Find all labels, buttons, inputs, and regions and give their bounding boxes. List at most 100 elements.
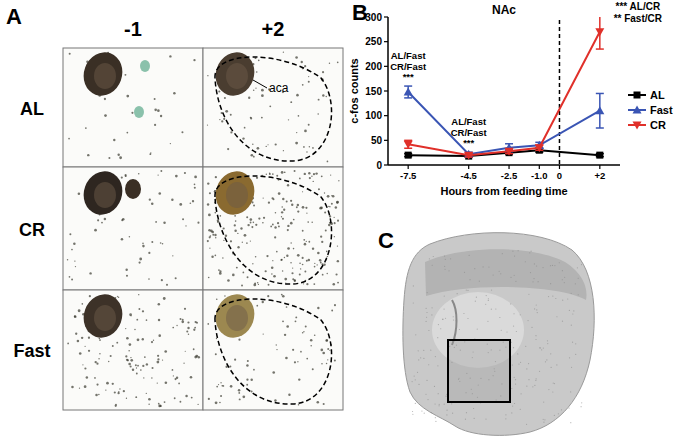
cell-dot: [113, 139, 115, 141]
texture-dot: [412, 381, 413, 382]
cell-dot: [283, 209, 285, 211]
texture-dot: [559, 262, 560, 263]
cell-dot: [223, 240, 224, 241]
cell-dot: [302, 230, 304, 232]
cell-dot: [87, 154, 89, 156]
cell-dot: [180, 318, 182, 320]
figure: A-1+2ALCRFastacaBNAc050100150200250300-7…: [0, 0, 688, 441]
cell-dot: [329, 350, 330, 351]
texture-dot: [541, 349, 542, 350]
significance-label: AL/Fast: [451, 116, 487, 127]
cell-dot: [335, 273, 337, 275]
cell-dot: [246, 384, 248, 386]
micrograph: [63, 166, 203, 290]
cell-dot: [271, 197, 273, 199]
cell-dot: [322, 71, 324, 73]
cell-dot: [69, 233, 71, 235]
cell-dot: [266, 255, 268, 257]
cell-dot: [294, 280, 296, 282]
cell-dot: [262, 222, 264, 224]
texture-dot: [446, 414, 447, 415]
texture-dot: [431, 307, 432, 308]
ventricle: [452, 300, 457, 345]
texture-dot: [547, 340, 548, 341]
texture-dot: [505, 418, 506, 419]
cell-dot: [223, 227, 225, 229]
cell-dot: [139, 258, 142, 261]
cell-dot: [313, 283, 315, 285]
cell-dot: [255, 88, 256, 89]
cell-dot: [267, 295, 269, 297]
cell-dot: [158, 405, 161, 408]
texture-dot: [512, 364, 513, 365]
cell-dot: [158, 334, 161, 337]
commissure: [78, 289, 129, 343]
cell-dot: [138, 294, 139, 295]
cell-dot: [325, 339, 327, 341]
texture-dot: [427, 292, 428, 293]
cell-dot: [234, 230, 236, 232]
texture-dot: [423, 350, 424, 351]
texture-dot: [505, 414, 506, 415]
cell-dot: [305, 325, 307, 327]
cell-dot: [209, 248, 210, 249]
cell-dot: [242, 242, 243, 243]
cell-dot: [173, 92, 176, 95]
cell-dot: [162, 359, 163, 360]
cell-dot: [172, 327, 174, 329]
cell-dot: [292, 349, 294, 351]
cell-dot: [237, 246, 239, 248]
cell-dot: [336, 201, 339, 204]
cell-dot: [256, 177, 258, 179]
texture-dot: [562, 300, 563, 301]
texture-dot: [511, 412, 512, 413]
cell-dot: [303, 146, 305, 148]
cell-dot: [122, 218, 125, 221]
texture-dot: [572, 313, 573, 314]
stain-spot: [134, 106, 144, 118]
cell-dot: [299, 262, 301, 264]
cell-dot: [151, 241, 153, 243]
texture-dot: [424, 413, 425, 414]
region-box: [448, 340, 510, 402]
cell-dot: [314, 263, 315, 264]
cell-dot: [326, 339, 328, 341]
cell-dot: [73, 242, 76, 245]
texture-dot: [573, 310, 574, 311]
cell-dot: [179, 203, 182, 206]
cell-dot: [273, 275, 276, 278]
cell-dot: [253, 222, 255, 224]
cell-dot: [327, 273, 328, 274]
cell-dot: [312, 247, 314, 249]
texture-dot: [475, 301, 476, 302]
cell-dot: [294, 361, 296, 363]
cell-dot: [301, 61, 303, 63]
region-outline: [215, 299, 332, 404]
cell-dot: [284, 171, 286, 173]
texture-dot: [430, 350, 431, 351]
cell-dot: [130, 365, 132, 367]
cell-dot: [246, 216, 248, 218]
cell-dot: [274, 399, 276, 401]
y-tick-label: 100: [365, 110, 382, 121]
y-tick: [384, 90, 388, 91]
cell-dot: [99, 338, 101, 340]
texture-dot: [513, 313, 514, 314]
cell-dot: [318, 188, 320, 190]
x-tick: [508, 165, 509, 169]
cell-dot: [88, 337, 90, 339]
cell-dot: [251, 226, 253, 228]
texture-dot: [435, 421, 436, 422]
texture-dot: [561, 409, 562, 410]
cell-dot: [191, 397, 193, 399]
data-point: [535, 144, 544, 152]
cell-dot: [296, 132, 297, 133]
cell-dot: [299, 178, 301, 180]
cell-dot: [155, 221, 157, 223]
texture-dot: [414, 375, 415, 376]
cell-dot: [151, 367, 153, 369]
cell-dot: [268, 202, 270, 204]
cell-dot: [88, 350, 90, 352]
cell-dot: [287, 184, 289, 186]
cell-dot: [282, 218, 284, 220]
